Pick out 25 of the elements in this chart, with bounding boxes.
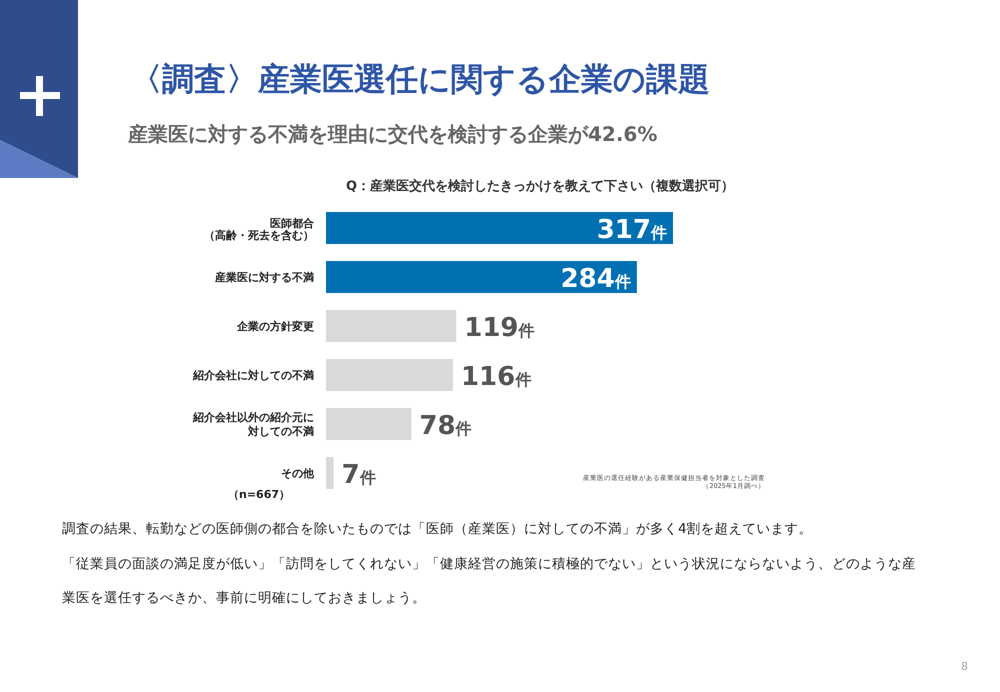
bar (326, 359, 453, 391)
bar (326, 408, 412, 440)
y-tick-label: 企業の方針変更 (236, 320, 314, 333)
text: Q：産業医交代を検討したきっかけを教えて下さい（複数選択可） (346, 178, 734, 194)
chart-title: 〈調査〉産業医選任に関する企業の課題 (130, 60, 710, 98)
text: （n=667） (228, 488, 290, 501)
bar (326, 261, 637, 293)
y-tick-label: 医師都合（高齢・死去を含む） (204, 217, 315, 242)
data-label: 317件 (596, 215, 667, 245)
bar (326, 212, 673, 244)
data-label: 284件 (560, 264, 631, 294)
data-label: 7件 (342, 460, 376, 490)
y-tick-label: 産業医に対する不満 (214, 271, 314, 284)
text: 8 (961, 660, 968, 673)
y-tick-label: 紹介会社に対しての不満 (192, 369, 314, 382)
chart-subtitle: 産業医に対する不満を理由に交代を検討する企業が42.6% (127, 122, 658, 146)
data-label: 119件 (464, 313, 535, 343)
text: 「従業員の面談の満足度が低い」「訪問をしてくれない」「健康経営の施策に積極的でない」という状況にならないよう、どのような産業医を選任するべきか、事前に明確にしておきましょう。 (62, 556, 916, 606)
y-tick-label: 紹介会社以外の紹介元に対しての不満 (192, 411, 314, 438)
bar (326, 457, 334, 489)
y-tick-label: その他 (281, 467, 315, 480)
bar (326, 310, 456, 342)
text: 調査の結果、転勤などの医師側の都合を除いたものでは「医師（産業医）に対しての不満」が多く4割を超えています。 (62, 521, 813, 537)
data-label: 78件 (419, 411, 472, 441)
data-label: 116件 (460, 362, 532, 392)
